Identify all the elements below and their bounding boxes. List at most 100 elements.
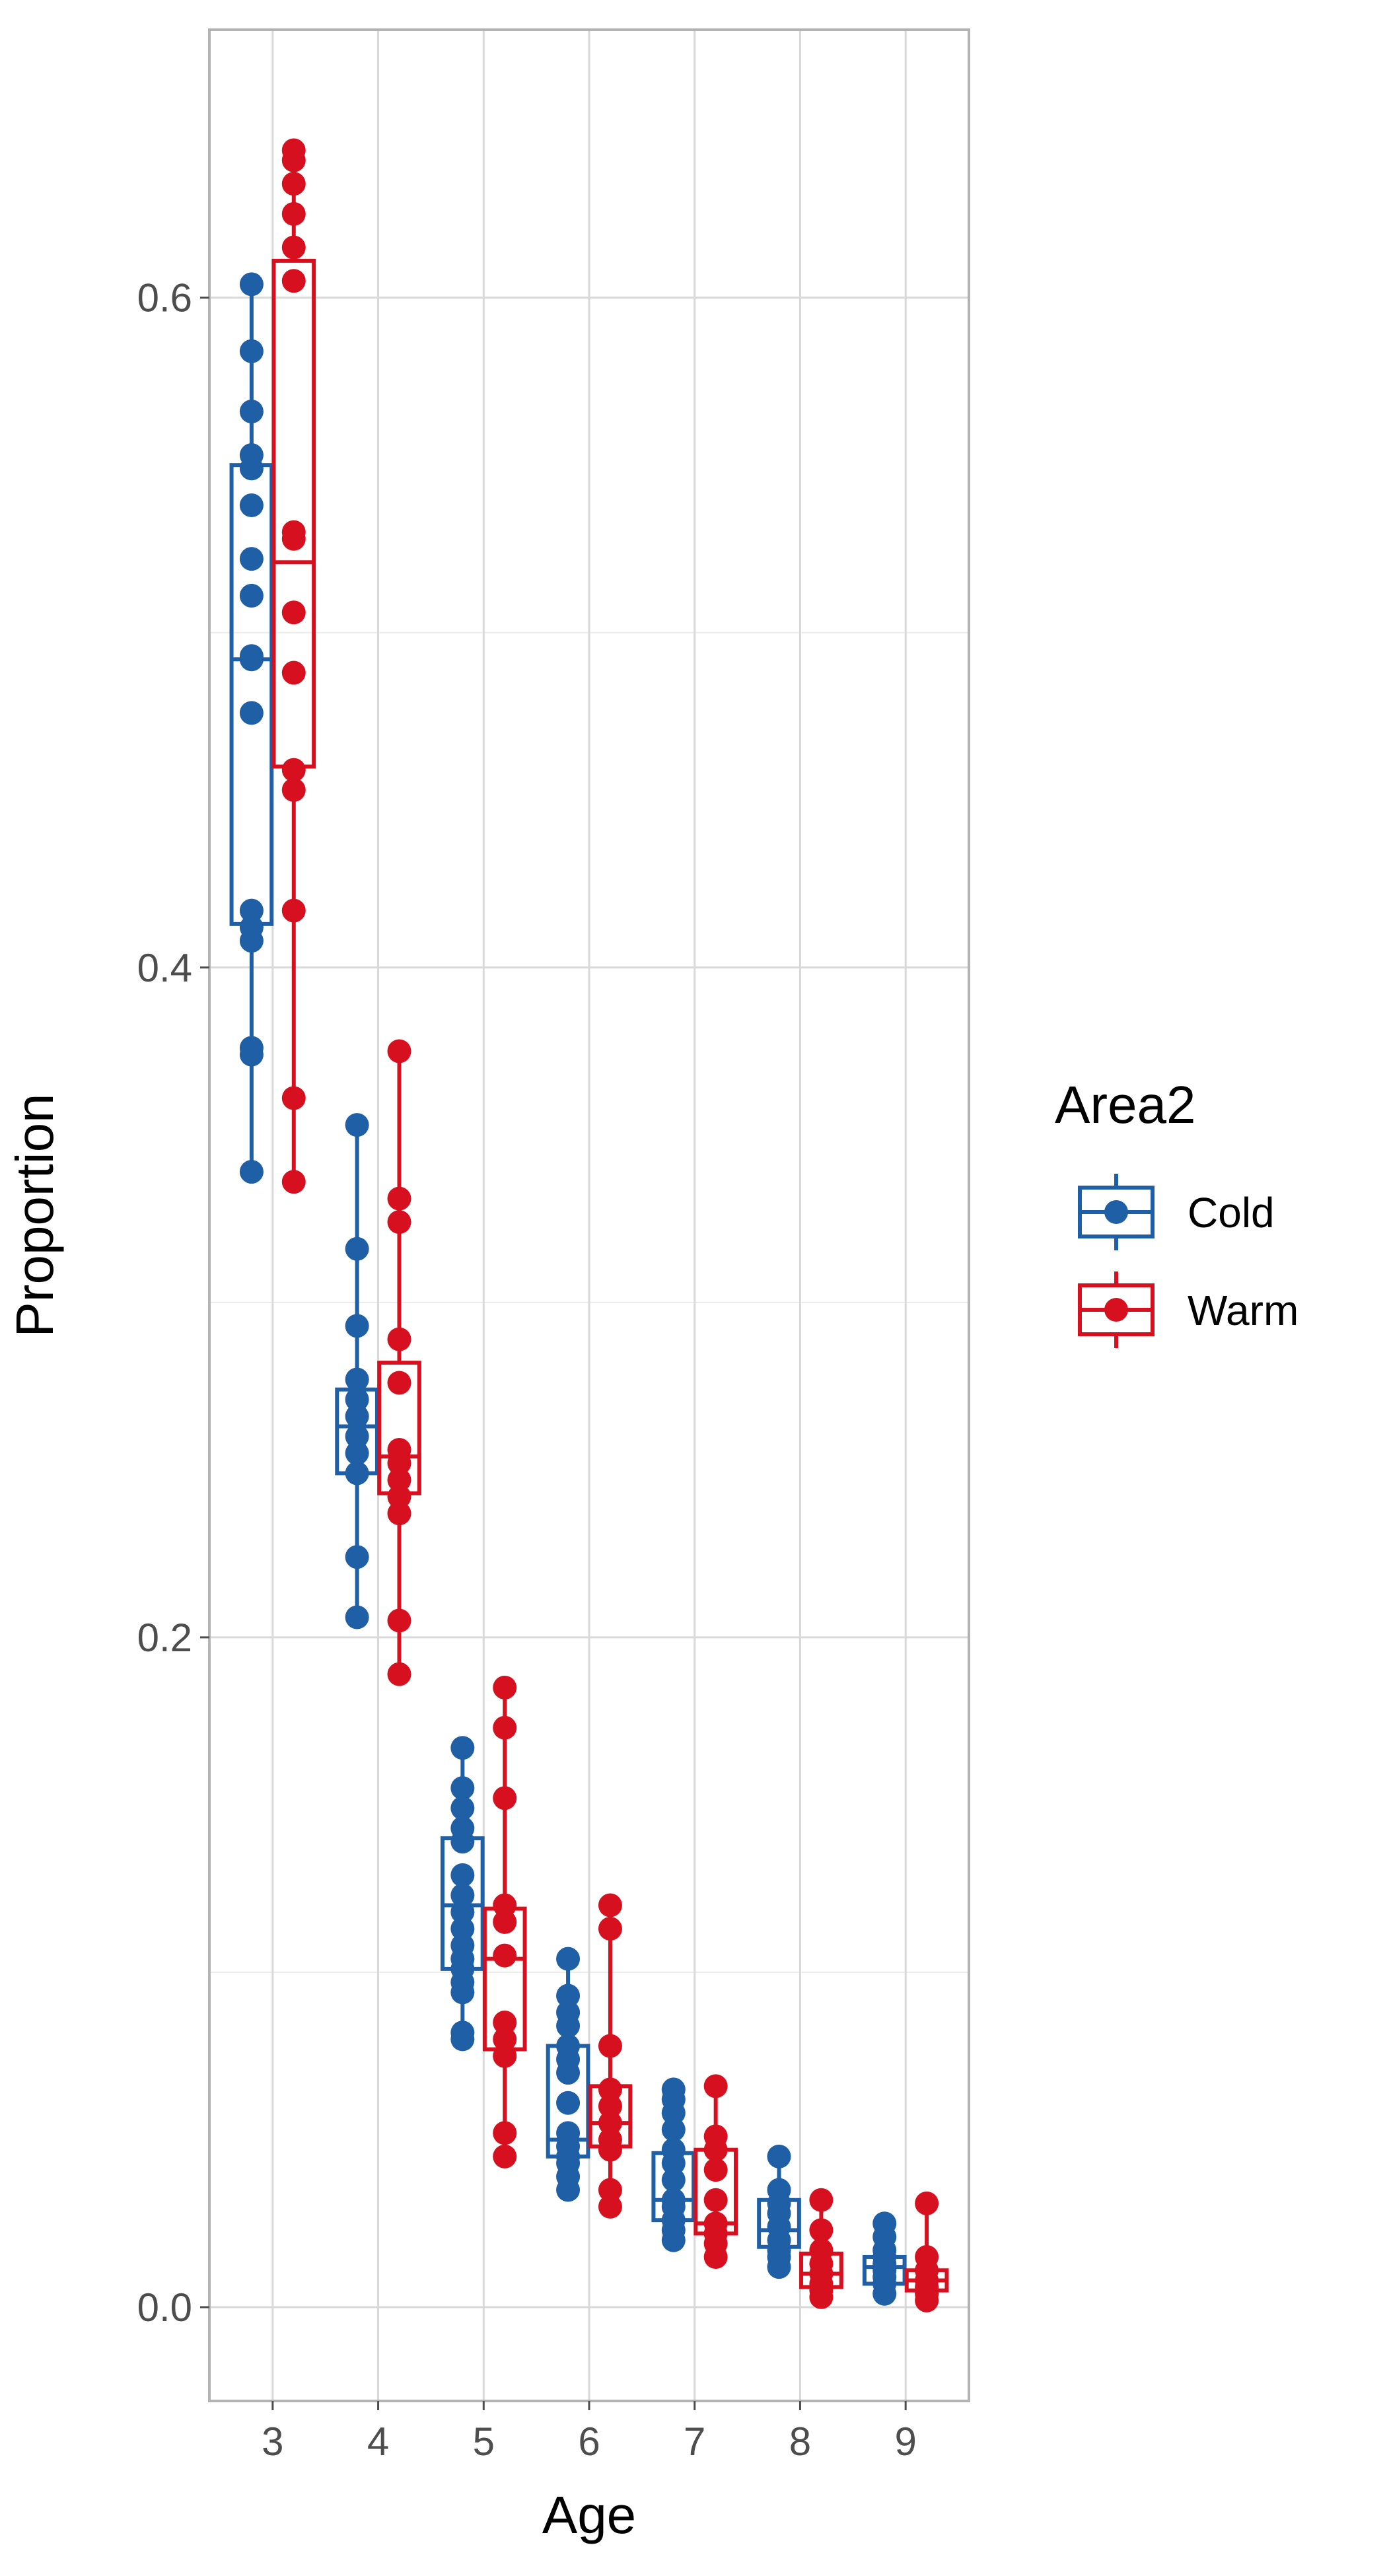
data-point xyxy=(239,701,264,725)
box-warm-age-3 xyxy=(271,138,316,1194)
data-point xyxy=(556,2014,581,2038)
box-cold-age-4 xyxy=(335,1113,379,1629)
data-point xyxy=(809,2285,834,2309)
box-cold-age-9 xyxy=(862,2211,907,2306)
legend: Area2 Cold Warm xyxy=(1055,1075,1298,1348)
data-point xyxy=(387,1501,411,1526)
data-point xyxy=(450,1830,475,1854)
data-point xyxy=(281,148,306,172)
y-tick-label: 0.6 xyxy=(137,276,192,320)
legend-key xyxy=(1078,1174,1155,1250)
data-point xyxy=(281,758,306,782)
data-point xyxy=(493,2144,517,2168)
data-point xyxy=(556,2178,581,2202)
data-point xyxy=(387,1210,411,1234)
box-warm-age-6 xyxy=(588,1893,633,2219)
y-tick-label: 0.4 xyxy=(137,946,192,990)
x-axis-title: Age xyxy=(542,2486,636,2544)
data-point xyxy=(345,1545,369,1569)
data-point xyxy=(493,1910,517,1934)
legend-label: Cold xyxy=(1188,1189,1275,1236)
data-point xyxy=(915,2288,939,2312)
data-point xyxy=(556,1984,581,2008)
box-warm-age-4 xyxy=(377,1039,421,1686)
data-point xyxy=(450,1736,475,1760)
data-point xyxy=(450,2027,475,2052)
data-point xyxy=(239,1160,264,1184)
data-point xyxy=(345,1404,369,1429)
x-tick-label: 8 xyxy=(789,2419,811,2464)
box-cold-age-6 xyxy=(546,1947,590,2202)
data-point xyxy=(387,1327,411,1351)
y-tick-label: 0.0 xyxy=(137,2285,192,2330)
data-point xyxy=(661,2100,686,2125)
data-point xyxy=(345,1424,369,1449)
data-point xyxy=(345,1314,369,1338)
data-point xyxy=(703,2158,728,2182)
data-point xyxy=(493,2011,517,2035)
data-point xyxy=(767,2255,791,2279)
data-point xyxy=(598,2034,622,2058)
data-point xyxy=(281,661,306,685)
data-point xyxy=(239,400,264,424)
data-point xyxy=(239,272,264,297)
data-point xyxy=(450,1900,475,1924)
data-point xyxy=(493,1786,517,1810)
data-point xyxy=(239,547,264,571)
data-point xyxy=(281,778,306,803)
data-point xyxy=(239,456,264,481)
data-point xyxy=(345,1387,369,1412)
data-point xyxy=(345,1605,369,1629)
data-point xyxy=(661,2168,686,2192)
data-point xyxy=(387,1468,411,1492)
data-point xyxy=(387,1451,411,1476)
data-point xyxy=(239,647,264,672)
data-point xyxy=(239,493,264,518)
data-point xyxy=(703,2244,728,2269)
data-point xyxy=(281,1170,306,1194)
data-point xyxy=(809,2188,834,2212)
data-point xyxy=(281,600,306,625)
data-point xyxy=(598,2194,622,2219)
x-tick-label: 6 xyxy=(578,2419,600,2464)
data-point xyxy=(598,2111,622,2135)
data-point xyxy=(767,2144,791,2168)
data-point xyxy=(239,929,264,953)
box-warm-age-7 xyxy=(694,2074,738,2269)
data-point xyxy=(450,1883,475,1908)
data-point xyxy=(598,2178,622,2202)
data-point xyxy=(281,1086,306,1110)
data-point xyxy=(450,1980,475,2005)
series-warm xyxy=(271,138,949,2312)
data-point xyxy=(281,526,306,551)
data-point xyxy=(661,2118,686,2142)
x-axis: 3 4 5 6 7 8 9 xyxy=(262,2401,917,2464)
box-warm-age-5 xyxy=(482,1675,527,2168)
legend-title: Area2 xyxy=(1055,1075,1195,1134)
data-point xyxy=(387,1039,411,1063)
series-cold xyxy=(229,272,907,2306)
x-tick-label: 7 xyxy=(684,2419,705,2464)
data-point xyxy=(387,1186,411,1211)
data-point xyxy=(239,1042,264,1067)
y-tick-label: 0.2 xyxy=(137,1616,192,1660)
data-point xyxy=(915,2191,939,2215)
y-axis-title: Proportion xyxy=(5,1093,64,1337)
data-point xyxy=(387,1484,411,1509)
x-tick-label: 3 xyxy=(262,2419,283,2464)
data-point xyxy=(598,1893,622,1917)
x-tick-label: 9 xyxy=(894,2419,916,2464)
boxes xyxy=(229,138,949,2312)
data-point xyxy=(281,269,306,293)
legend-key-point xyxy=(1104,1200,1128,1224)
box-warm-age-9 xyxy=(904,2191,949,2312)
data-point xyxy=(598,2137,622,2162)
box-warm-age-8 xyxy=(799,2188,843,2309)
data-point xyxy=(387,1662,411,1686)
data-point xyxy=(345,1236,369,1261)
data-point xyxy=(493,1893,517,1917)
data-point xyxy=(239,583,264,608)
y-axis: 0.0 0.2 0.4 0.6 xyxy=(137,276,209,2330)
